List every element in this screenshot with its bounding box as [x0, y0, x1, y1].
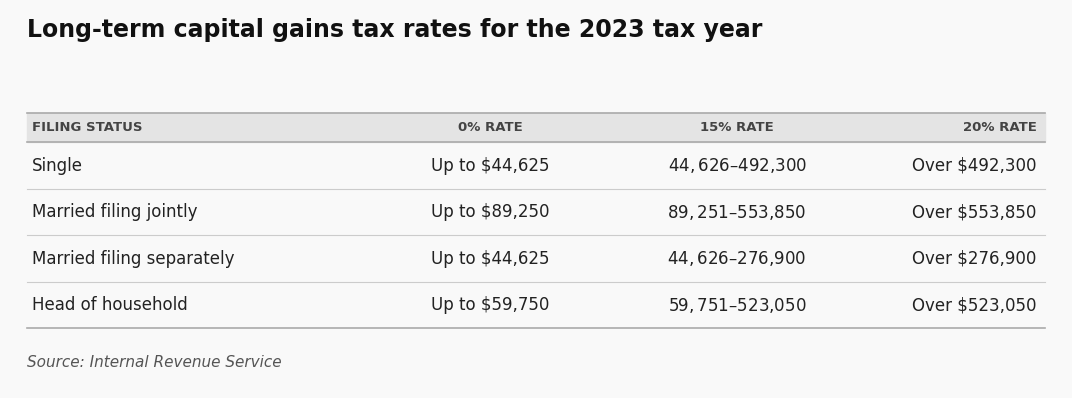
Text: $44,626 – $492,300: $44,626 – $492,300 — [668, 156, 807, 175]
Text: Up to $59,750: Up to $59,750 — [431, 296, 549, 314]
Text: 15% RATE: 15% RATE — [700, 121, 774, 135]
Text: Over $523,050: Over $523,050 — [912, 296, 1037, 314]
Text: Over $553,850: Over $553,850 — [912, 203, 1037, 221]
Text: $59,751 – $523,050: $59,751 – $523,050 — [668, 296, 806, 314]
Text: Head of household: Head of household — [32, 296, 188, 314]
Text: Married filing jointly: Married filing jointly — [32, 203, 197, 221]
Text: $89,251 – $553,850: $89,251 – $553,850 — [668, 203, 807, 222]
Text: 20% RATE: 20% RATE — [963, 121, 1037, 135]
Text: Over $492,300: Over $492,300 — [912, 157, 1037, 175]
Text: Up to $89,250: Up to $89,250 — [431, 203, 550, 221]
Text: Over $276,900: Over $276,900 — [912, 250, 1037, 267]
Text: Single: Single — [32, 157, 84, 175]
Text: Long-term capital gains tax rates for the 2023 tax year: Long-term capital gains tax rates for th… — [27, 18, 762, 42]
Text: FILING STATUS: FILING STATUS — [32, 121, 143, 135]
Text: Married filing separately: Married filing separately — [32, 250, 235, 267]
Text: Up to $44,625: Up to $44,625 — [431, 250, 550, 267]
Text: 0% RATE: 0% RATE — [458, 121, 522, 135]
Text: $44,626 – $276,900: $44,626 – $276,900 — [668, 249, 807, 268]
Text: Up to $44,625: Up to $44,625 — [431, 157, 550, 175]
Text: Source: Internal Revenue Service: Source: Internal Revenue Service — [27, 355, 282, 370]
